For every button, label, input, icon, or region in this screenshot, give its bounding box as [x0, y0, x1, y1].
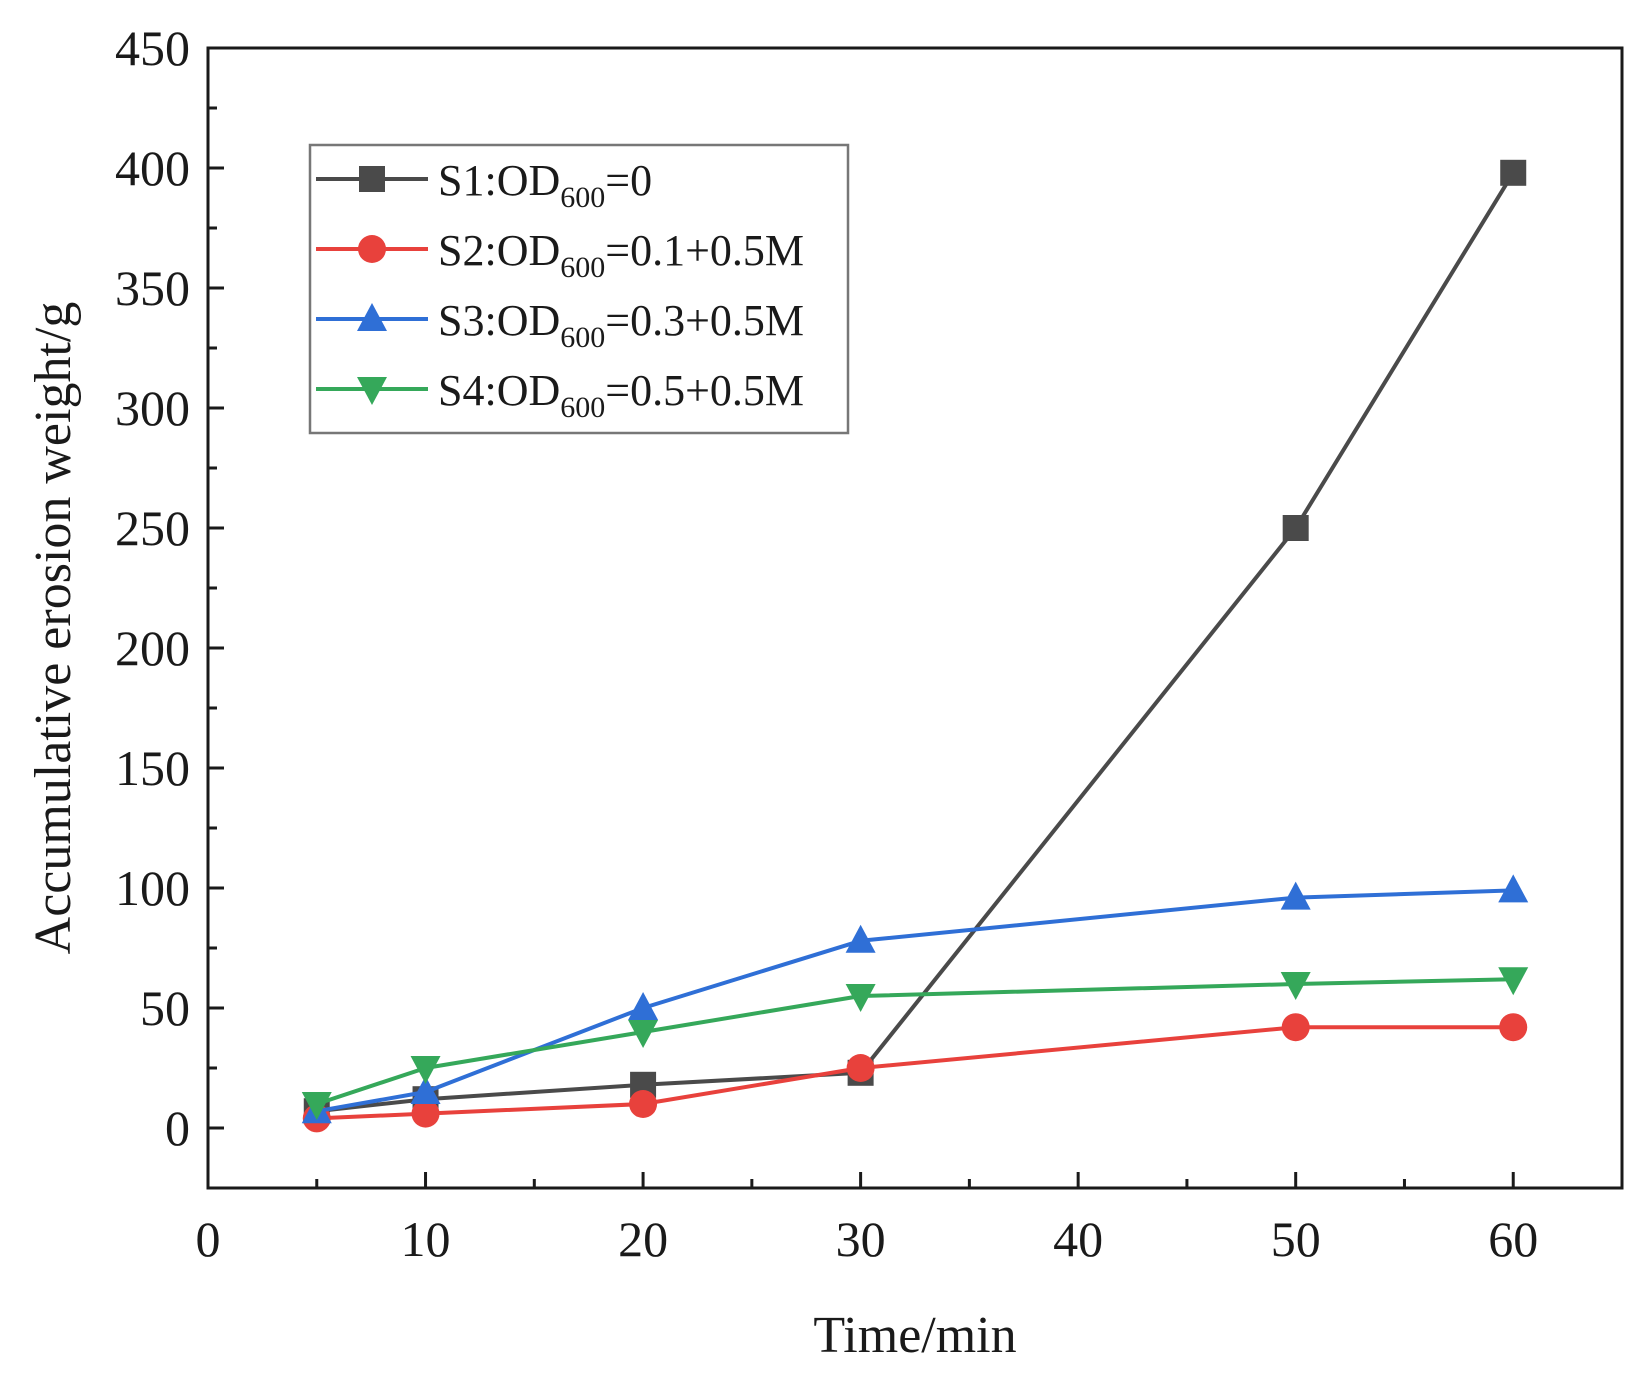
legend-item-s4: S4:OD600=0.5+0.5M	[316, 366, 804, 424]
series-line	[316, 1025, 1514, 1121]
data-point	[1282, 515, 1309, 541]
data-point	[845, 984, 876, 1012]
data-point	[1281, 1013, 1310, 1042]
legend-label: S2:OD600=0.1+0.5M	[438, 226, 804, 284]
legend-marker	[357, 377, 387, 405]
series-line	[316, 171, 1515, 1114]
legend-label: S1:OD600=0	[438, 156, 652, 214]
legend-item-s3: S3:OD600=0.3+0.5M	[316, 296, 804, 354]
y-tick-label: 250	[115, 500, 190, 556]
x-tick-label: 30	[836, 1211, 886, 1267]
y-axis-title: Accumulative erosion weight/g	[25, 302, 82, 955]
series-line	[316, 888, 1514, 1114]
legend-label: S4:OD600=0.5+0.5M	[438, 366, 804, 424]
series-s2	[302, 1013, 1528, 1133]
data-point	[410, 1076, 441, 1104]
legend-label: S3:OD600=0.3+0.5M	[438, 296, 804, 354]
y-tick-label: 50	[140, 980, 190, 1036]
plot-frame	[206, 46, 1624, 1190]
x-tick-label: 10	[401, 1211, 451, 1267]
y-tick-label: 450	[115, 20, 190, 76]
data-point	[846, 1054, 875, 1082]
data-point	[629, 1090, 658, 1118]
legend: S1:OD600=0 S2:OD600=0.1+0.5M S3:OD600=0.3+…	[308, 143, 850, 435]
legend-marker	[359, 166, 385, 192]
legend-marker	[358, 235, 386, 263]
x-tick-label: 20	[618, 1211, 668, 1267]
data-point	[628, 1020, 659, 1048]
data-point	[1498, 967, 1529, 996]
legend-item-s2: S2:OD600=0.1+0.5M	[316, 226, 804, 284]
series-s3	[301, 874, 1529, 1124]
series-layer	[301, 159, 1529, 1133]
legend-marker	[357, 303, 387, 331]
legend-box	[308, 143, 850, 435]
data-point	[411, 1099, 440, 1128]
legend-item-s1: S1:OD600=0	[316, 156, 652, 214]
x-tick-label: 40	[1053, 1211, 1103, 1267]
y-tick-label: 0	[165, 1100, 190, 1156]
y-tick-label: 300	[115, 380, 190, 436]
x-tick-label: 50	[1271, 1211, 1321, 1267]
y-tick-label: 100	[115, 860, 190, 916]
data-point	[301, 1092, 332, 1120]
data-point	[1280, 881, 1311, 910]
axes: 0 10 20 30 40 50 60 0 50 100 150 200 250 300 350 400 450	[115, 20, 1624, 1267]
y-tick-label: 350	[115, 260, 190, 316]
data-point	[1499, 1013, 1528, 1042]
y-tick-label: 150	[115, 740, 190, 796]
data-point	[845, 924, 876, 953]
series-s4	[301, 967, 1529, 1120]
series-line	[316, 977, 1514, 1106]
data-point	[410, 1056, 441, 1084]
data-point	[1498, 874, 1529, 903]
x-tick-label: 0	[196, 1211, 221, 1267]
x-tick-label: 60	[1488, 1211, 1538, 1267]
data-point	[1280, 972, 1311, 1000]
data-point	[1500, 159, 1527, 186]
y-tick-label: 200	[115, 620, 190, 676]
x-axis-title: Time/min	[813, 1307, 1016, 1364]
data-point	[628, 992, 659, 1020]
y-tick-label: 400	[115, 140, 190, 196]
